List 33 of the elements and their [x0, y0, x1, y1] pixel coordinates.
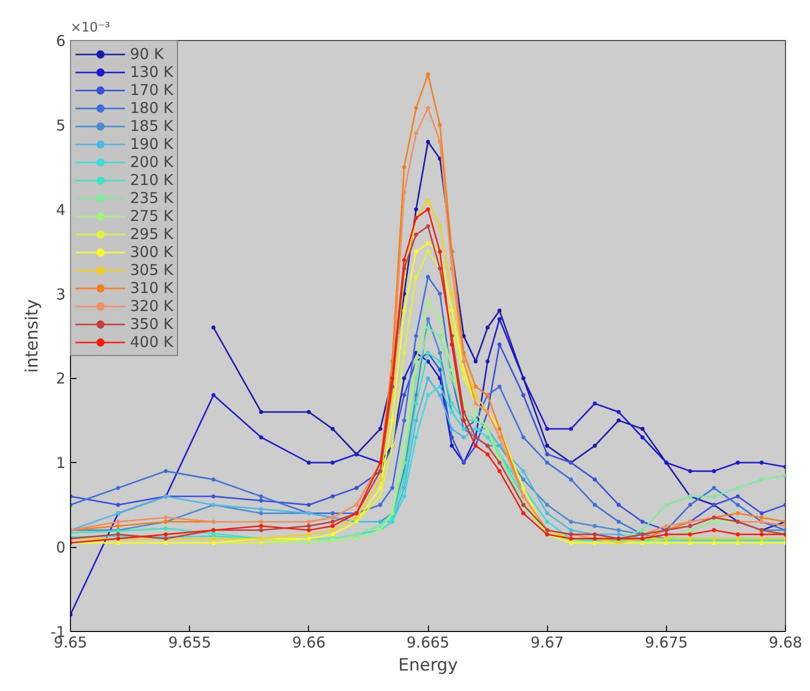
y-axis-title: intensity [22, 299, 43, 373]
legend-label: 350 K [130, 315, 174, 333]
legend-label: 190 K [130, 135, 174, 153]
legend-label: 130 K [130, 63, 174, 81]
y-tick-label: 5 [56, 116, 66, 134]
x-tick-label: 9.68 [768, 634, 802, 652]
legend-label: 305 K [130, 261, 174, 279]
text: ×10⁻³ [70, 20, 110, 36]
x-axis-title: Energy [398, 656, 458, 676]
legend-label: 185 K [130, 117, 174, 135]
legend-label: 320 K [130, 297, 174, 315]
x-tick-label: 9.675 [644, 634, 688, 652]
legend-label: 170 K [130, 81, 174, 99]
legend-label: 200 K [130, 153, 174, 171]
legend-label: 275 K [130, 207, 174, 225]
legend-label: 235 K [130, 189, 174, 207]
legend-label: 400 K [130, 333, 174, 351]
x-tick-label: 9.66 [292, 634, 326, 652]
x-tick-label: 9.665 [406, 634, 450, 652]
x-tick-label: 9.67 [530, 634, 564, 652]
legend-label: 210 K [130, 171, 174, 189]
legend-label: 180 K [130, 99, 174, 117]
legend-label: 90 K [130, 45, 164, 63]
y-tick-label: 6 [56, 32, 66, 50]
y-tick-label: 2 [56, 370, 66, 388]
legend-label: 295 K [130, 225, 174, 243]
y-tick-label: 0 [56, 538, 66, 557]
legend-label: 300 K [130, 243, 174, 261]
y-tick-label: 3 [56, 285, 66, 304]
legend-label: 310 K [130, 279, 174, 297]
y-tick-label: 4 [56, 200, 66, 219]
y-tick-label: 1 [56, 454, 66, 472]
x-tick-label: 9.655 [168, 634, 212, 652]
